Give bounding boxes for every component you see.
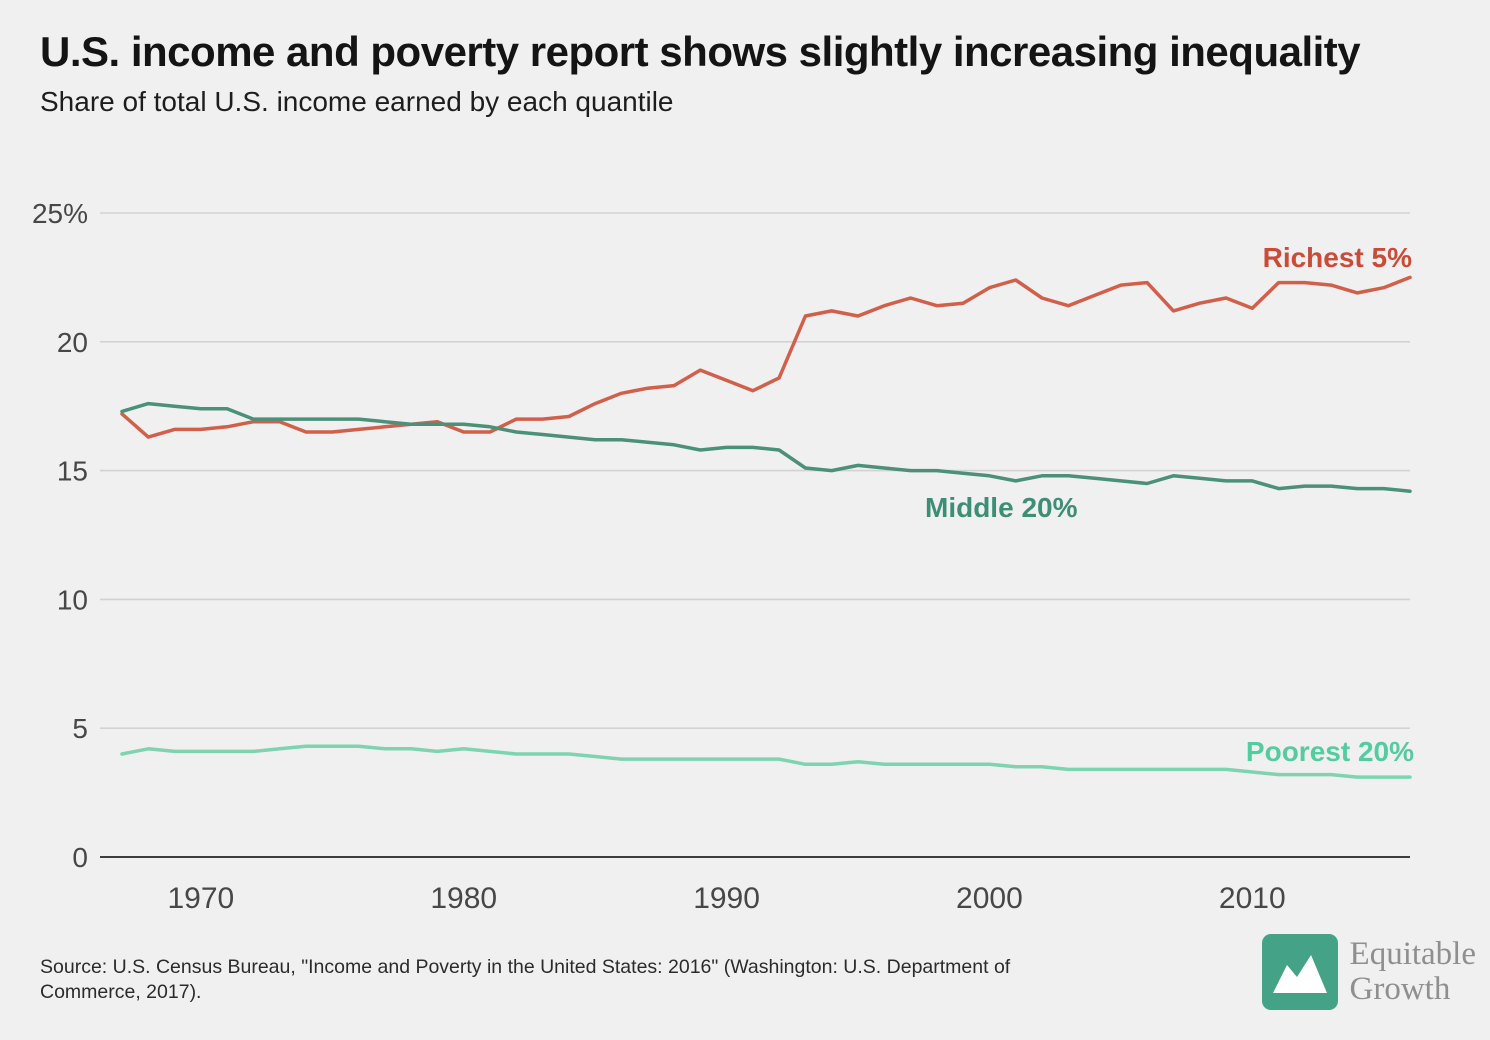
y-tick-label: 20 [57,327,88,358]
series-label-middle-20: Middle 20% [925,492,1078,523]
logo-icon-background [1261,934,1338,1010]
y-tick-label: 15 [57,456,88,487]
x-tick-label: 1980 [430,882,497,915]
series-label-poorest-20: Poorest 20% [1245,736,1414,767]
logo-word-1: Equitable [1349,936,1476,973]
series-line-poorest-20 [120,744,1412,779]
series-line-richest-5 [120,275,1412,439]
source-note: Source: U.S. Census Bureau, "Income and … [40,955,1010,1006]
y-tick-label: 25% [32,198,88,229]
x-tick-label: 2000 [956,882,1023,915]
logo-mountain-shape [1272,955,1327,993]
logo-word-2: Growth [1349,971,1451,1007]
page-subtitle: Share of total U.S. income earned by eac… [40,86,674,117]
series-label-richest-5: Richest 5% [1262,242,1412,273]
equitable-growth-logo: Equitable Growth [1261,934,1476,1010]
mountain-chart-icon [1261,934,1338,1010]
logo-wordmark: Equitable Growth [1350,937,1476,1006]
y-tick-label: 0 [72,842,88,873]
series-line-middle-20 [120,401,1412,493]
source-note-line1: Source: U.S. Census Bureau, "Income and … [40,956,1011,978]
page-title: U.S. income and poverty report shows sli… [40,28,1361,75]
x-tick-label: 2010 [1219,882,1286,915]
y-tick-label: 10 [57,584,88,615]
source-note-line2: Commerce, 2017). [40,981,202,1004]
x-tick-label: 1990 [693,882,760,915]
y-tick-label: 5 [72,713,88,744]
x-tick-label: 1970 [167,882,234,915]
